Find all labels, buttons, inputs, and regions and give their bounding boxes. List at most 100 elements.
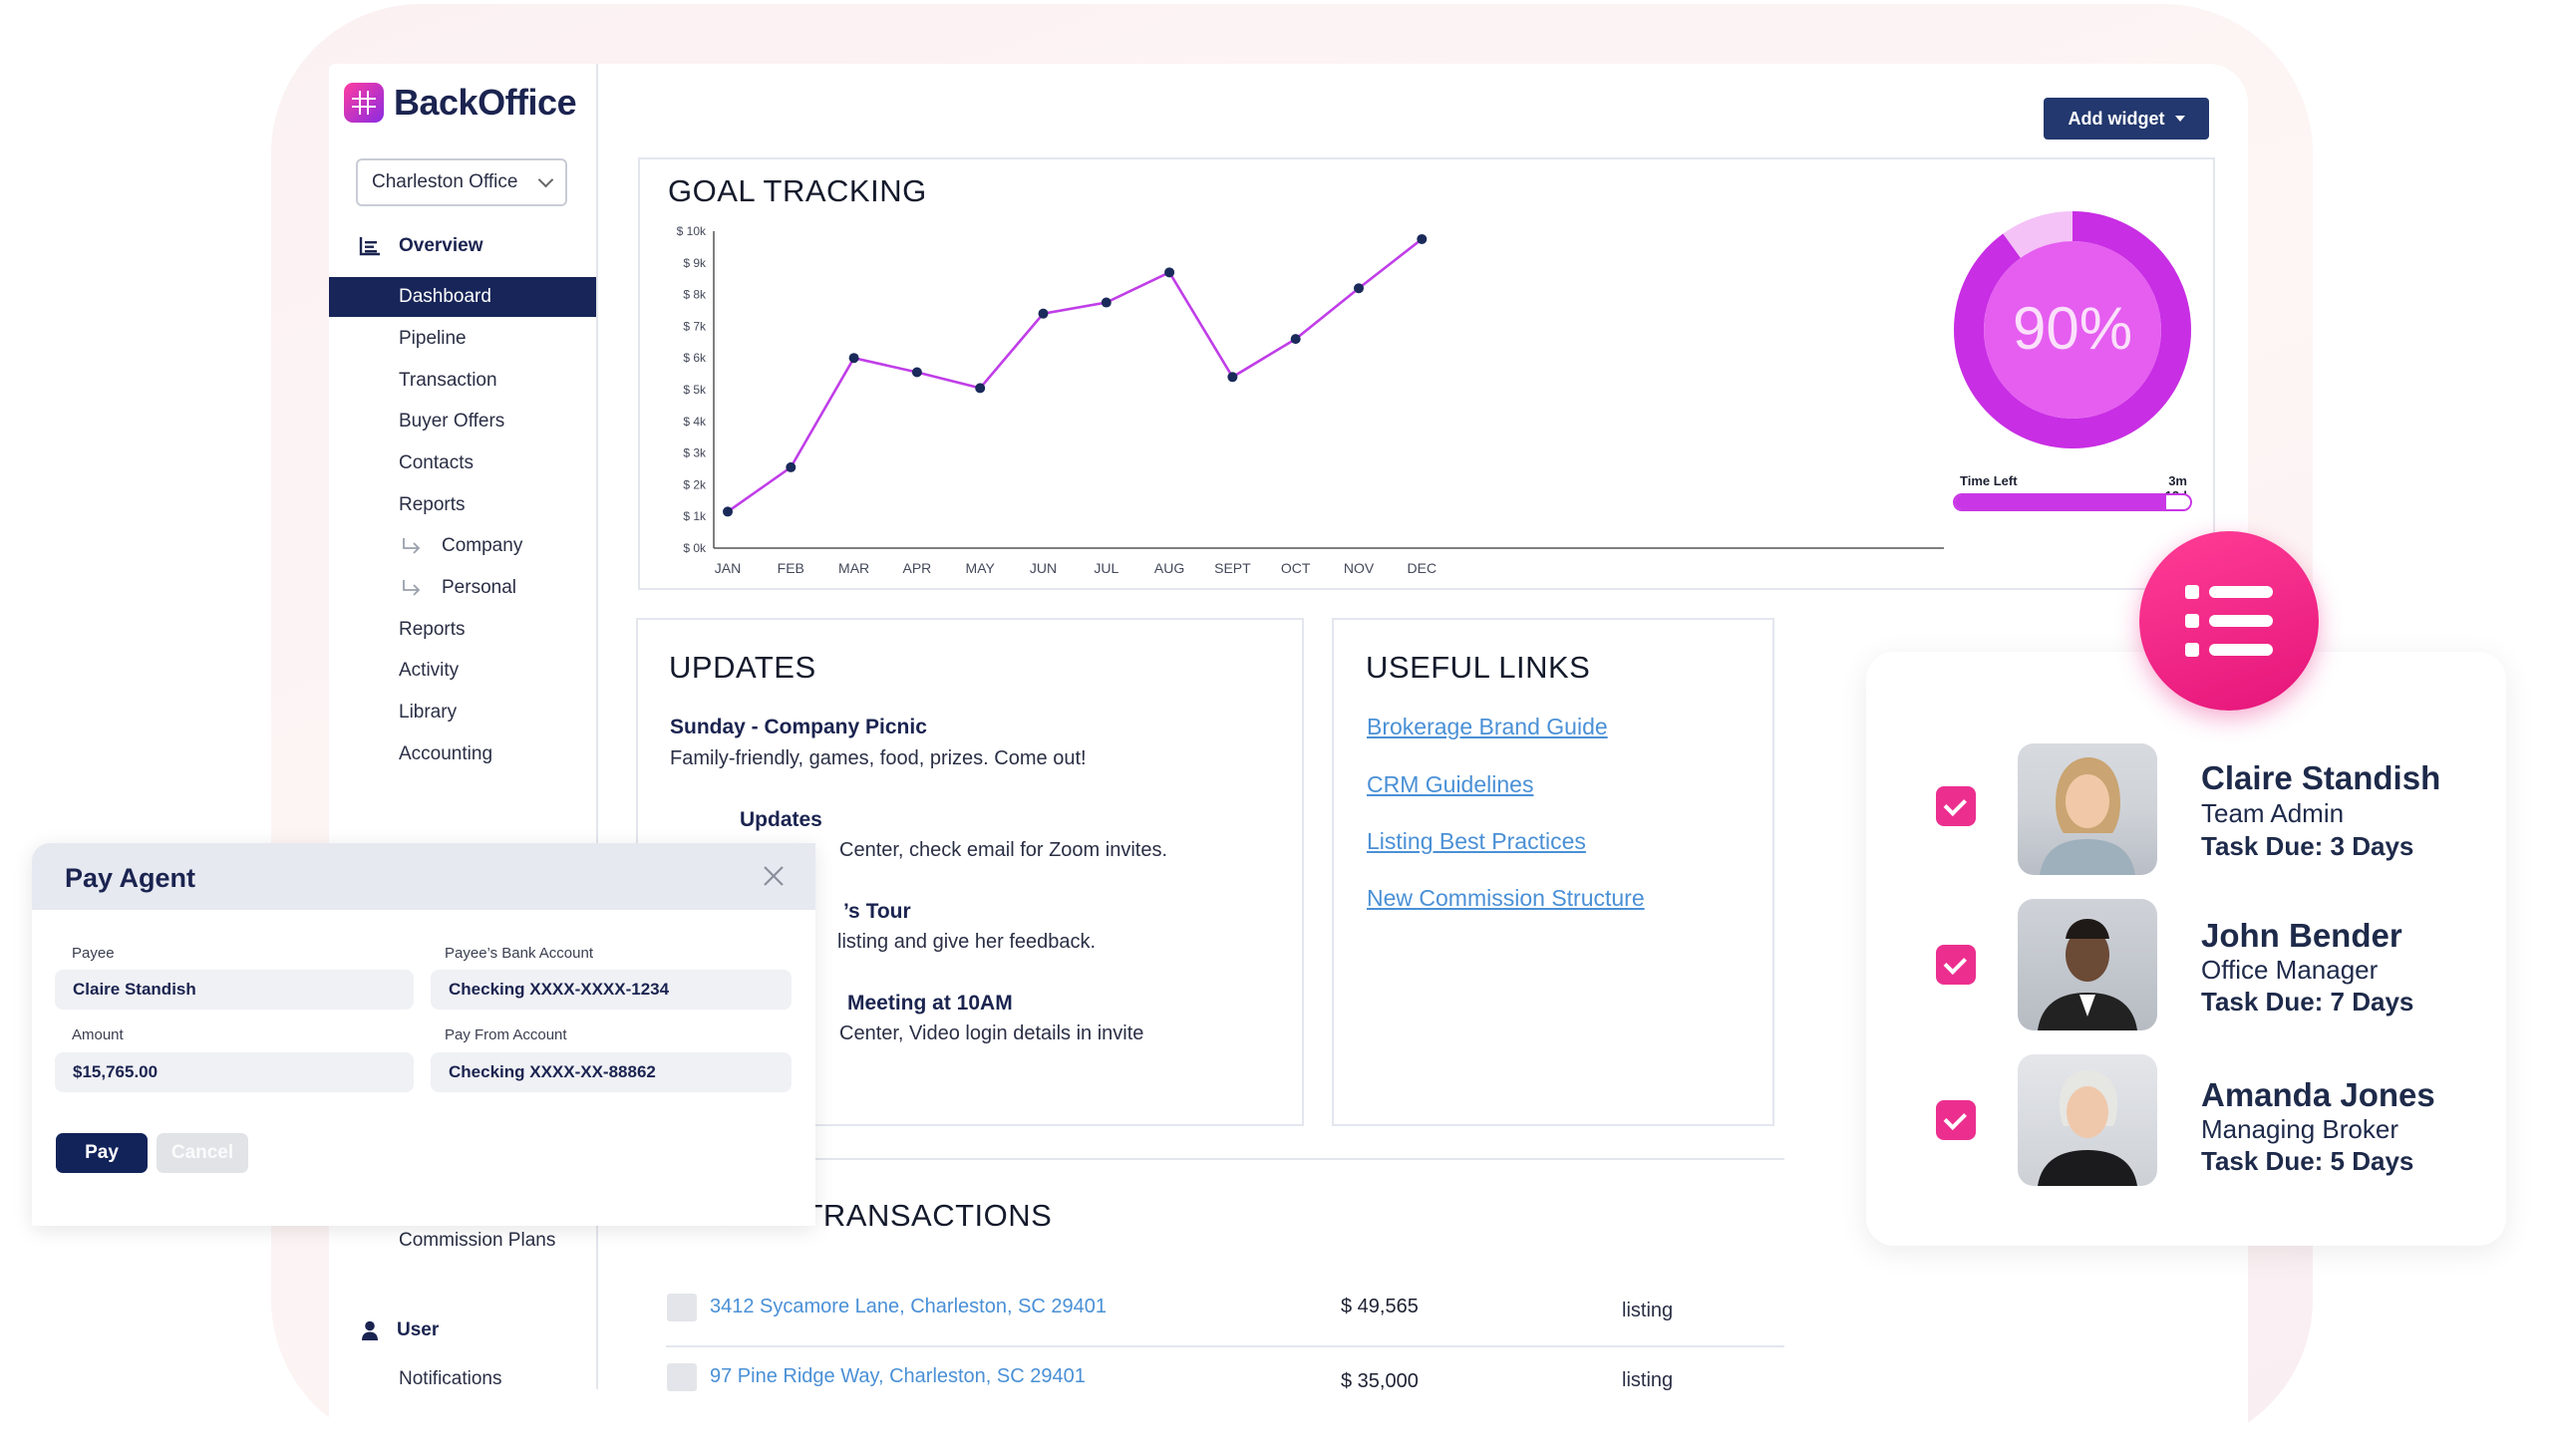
sidebar-item-notifications[interactable]: Notifications	[399, 1368, 502, 1389]
close-icon[interactable]	[763, 865, 785, 887]
bank-account-field[interactable]: Checking XXXX-XXXX-1234	[431, 970, 792, 1010]
y-tick-label: $ 7k	[683, 319, 707, 333]
x-tick-label: JAN	[715, 560, 741, 576]
x-tick-label: AUG	[1154, 560, 1184, 576]
update-body-3: listing and give her feedback.	[837, 931, 1097, 953]
transaction-address-2[interactable]: 97 Pine Ridge Way, Charleston, SC 29401	[710, 1365, 1086, 1387]
series-line	[727, 237, 1424, 513]
house-icon	[667, 1294, 697, 1321]
transactions-title-visible: TRANSACTIONS	[803, 1198, 1053, 1233]
x-tick-label: OCT	[1281, 560, 1311, 576]
y-tick-label: $ 4k	[683, 415, 707, 429]
transaction-address-1[interactable]: 3412 Sycamore Lane, Charleston, SC 29401	[710, 1296, 1108, 1317]
link-brokerage-brand-guide[interactable]: Brokerage Brand Guide	[1367, 714, 1608, 739]
sidebar-item-pipeline[interactable]: Pipeline	[399, 328, 467, 349]
task-checkbox[interactable]	[1936, 786, 1976, 826]
avatar	[2018, 1054, 2157, 1186]
sidebar-item-reports-2[interactable]: Reports	[399, 619, 466, 640]
y-tick-label: $ 5k	[683, 383, 707, 397]
person-photo-icon	[2038, 1070, 2137, 1186]
sub-arrow-icon	[403, 580, 421, 596]
task-due: Task Due: 5 Days	[2201, 1146, 2414, 1176]
nav-active-highlight	[329, 277, 596, 317]
brand-logo[interactable]: BackOffice	[344, 80, 577, 126]
sidebar-item-transaction[interactable]: Transaction	[399, 370, 497, 391]
task-person-role: Team Admin	[2201, 798, 2345, 828]
y-tick-label: $ 6k	[683, 351, 707, 365]
office-select[interactable]: Charleston Office	[356, 158, 567, 206]
sidebar-item-accounting[interactable]: Accounting	[399, 743, 493, 764]
x-tick-label: APR	[903, 560, 932, 576]
add-widget-button[interactable]: Add widget	[2044, 98, 2209, 140]
sidebar-item-company[interactable]: Company	[442, 535, 523, 556]
transaction-type-2: listing	[1622, 1369, 1674, 1391]
sidebar-item-personal[interactable]: Personal	[442, 577, 516, 598]
link-crm-guidelines[interactable]: CRM Guidelines	[1367, 771, 1534, 797]
donut-percent-label: 90%	[2013, 295, 2132, 362]
task-person-name: John Bender	[2201, 917, 2402, 954]
goal-line-chart: $ 0k $ 1k $ 2k $ 3k $ 4k $ 5k $ 6k $ 7k $ 8k $ 9k…	[677, 224, 1944, 576]
office-select-value: Charleston Office	[372, 171, 518, 192]
time-left-fill	[1955, 495, 2167, 509]
data-point	[975, 383, 986, 394]
house-icon	[667, 1363, 697, 1391]
sidebar-item-buyer-offers[interactable]: Buyer Offers	[399, 411, 505, 432]
add-widget-label: Add widget	[2068, 108, 2165, 129]
avatar	[2018, 899, 2157, 1030]
person-photo-icon	[2040, 757, 2135, 875]
pay-from-field[interactable]: Checking XXXX-XX-88862	[431, 1052, 792, 1092]
x-tick-label: DEC	[1408, 560, 1437, 576]
sidebar-item-reports[interactable]: Reports	[399, 494, 466, 515]
payee-label: Payee	[72, 945, 115, 962]
link-new-commission-structure[interactable]: New Commission Structure	[1367, 885, 1645, 911]
nav-section-overview[interactable]: Overview	[359, 235, 483, 257]
data-point	[1290, 334, 1301, 345]
y-tick-label: $ 8k	[683, 288, 707, 302]
transaction-type-1: listing	[1622, 1300, 1674, 1321]
sidebar-item-contacts[interactable]: Contacts	[399, 452, 474, 473]
nav-section-user[interactable]: User	[361, 1319, 439, 1341]
user-label: User	[397, 1319, 440, 1340]
goal-tracking-title: GOAL TRACKING	[668, 173, 927, 208]
sidebar-item-activity[interactable]: Activity	[399, 660, 460, 681]
data-point	[911, 367, 922, 378]
task-checkbox[interactable]	[1936, 945, 1976, 985]
overview-label: Overview	[399, 235, 483, 256]
payee-field[interactable]: Claire Standish	[55, 970, 414, 1010]
data-point	[1101, 297, 1112, 308]
sidebar-item-commission-plans[interactable]: Commission Plans	[399, 1230, 556, 1251]
sidebar-divider	[596, 64, 598, 1389]
x-tick-label: JUL	[1094, 560, 1118, 576]
amount-label: Amount	[72, 1026, 124, 1043]
x-tick-label: FEB	[778, 560, 804, 576]
data-point	[723, 506, 733, 517]
task-checkbox[interactable]	[1936, 1100, 1976, 1140]
time-left-label: Time Left	[1960, 473, 2018, 488]
brand-name: BackOffice	[394, 82, 577, 123]
pay-agent-title: Pay Agent	[65, 863, 196, 893]
task-list-button[interactable]	[2139, 531, 2319, 711]
sidebar-item-dashboard[interactable]: Dashboard	[399, 286, 491, 307]
sub-arrow-icon	[403, 538, 421, 554]
task-person-name: Claire Standish	[2201, 759, 2441, 796]
caret-down-icon	[2174, 116, 2185, 122]
useful-links-card	[1332, 618, 1774, 1126]
goal-tracking-card	[638, 157, 2215, 590]
link-listing-best-practices[interactable]: Listing Best Practices	[1367, 828, 1586, 854]
pay-button[interactable]: Pay	[56, 1133, 148, 1173]
amount-field[interactable]: $15,765.00	[55, 1052, 414, 1092]
update-body-2: Center, check email for Zoom invites.	[839, 839, 1168, 861]
list-icon	[2185, 585, 2273, 657]
data-point	[1038, 308, 1049, 319]
x-tick-label: JUN	[1030, 560, 1057, 576]
y-tick-label: $ 9k	[683, 256, 707, 270]
x-tick-label: NOV	[1344, 560, 1375, 576]
data-point	[786, 461, 797, 472]
data-point	[1354, 283, 1364, 294]
update-title-4: Meeting at 10AM	[847, 992, 1013, 1015]
y-tick-label: $ 3k	[683, 446, 707, 460]
y-tick-label: $ 10k	[677, 224, 707, 238]
cancel-button[interactable]: Cancel	[157, 1133, 248, 1173]
transactions-divider	[638, 1158, 1784, 1160]
sidebar-item-library[interactable]: Library	[399, 702, 458, 723]
